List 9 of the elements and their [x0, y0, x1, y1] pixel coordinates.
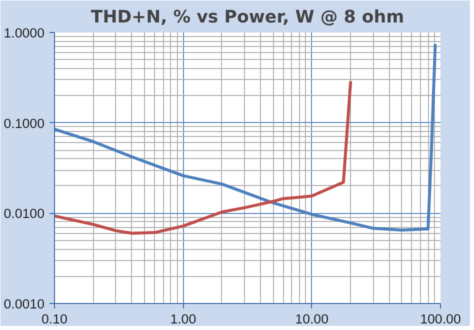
y-tick-label: 0.0010 [4, 296, 44, 312]
x-tick-label: 1.00 [170, 312, 196, 326]
x-tick-label: 100.00 [420, 312, 461, 326]
x-tick-label: 10.00 [295, 312, 329, 326]
x-tick-label: 0.10 [42, 312, 68, 326]
y-tick-label: 0.1000 [4, 116, 44, 131]
y-tick-label: 1.0000 [4, 26, 44, 40]
chart-title: THD+N, % vs Power, W @ 8 ohm [90, 8, 404, 28]
y-tick-label: 0.0100 [4, 206, 44, 222]
